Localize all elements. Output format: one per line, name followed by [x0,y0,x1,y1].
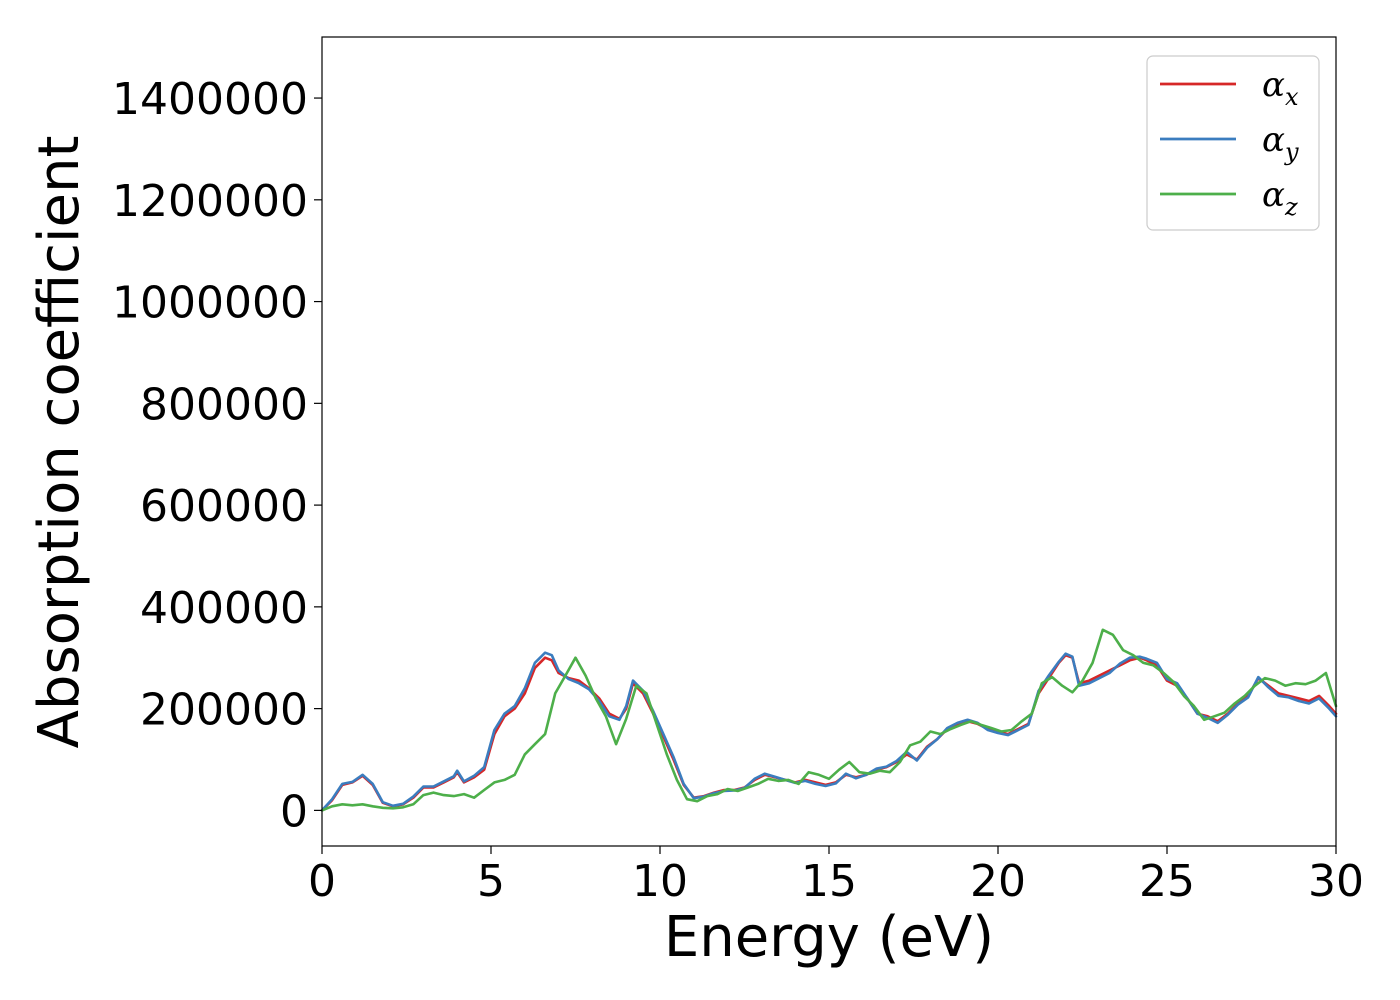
y-axis: 0 200000 400000 600000 800000 1000000 1200000 1… [112,74,322,837]
x-tick-label: 25 [1139,856,1195,907]
series-layer [320,628,1338,812]
y-tick-label: 800000 [140,379,308,430]
x-tick-label: 10 [632,856,688,907]
y-tick-label: 1400000 [112,74,308,125]
y-tick-label: 0 [280,786,308,837]
x-tick-label: 20 [970,856,1026,907]
x-tick-label: 0 [308,856,336,907]
y-tick-label: 400000 [140,583,308,634]
series-line-z [320,628,1338,812]
x-tick-label: 30 [1308,856,1364,907]
legend-label-x: αx [1262,65,1299,111]
y-tick-label: 1200000 [112,176,308,227]
y-tick-label: 1000000 [112,278,308,329]
x-tick-label: 15 [801,856,857,907]
legend-label-y: αy [1262,120,1299,166]
y-tick-label: 600000 [140,481,308,532]
x-axis-title: Energy (eV) [664,905,994,970]
y-axis-title: Absorption coefficient [27,136,92,749]
legend-box [1146,55,1320,231]
legend: αx αy αz [1146,55,1320,231]
x-axis: 0 5 10 15 20 25 30 [308,846,1364,907]
x-tick-label: 5 [477,856,505,907]
legend-label-z: αz [1262,175,1298,221]
y-tick-label: 200000 [140,685,308,736]
